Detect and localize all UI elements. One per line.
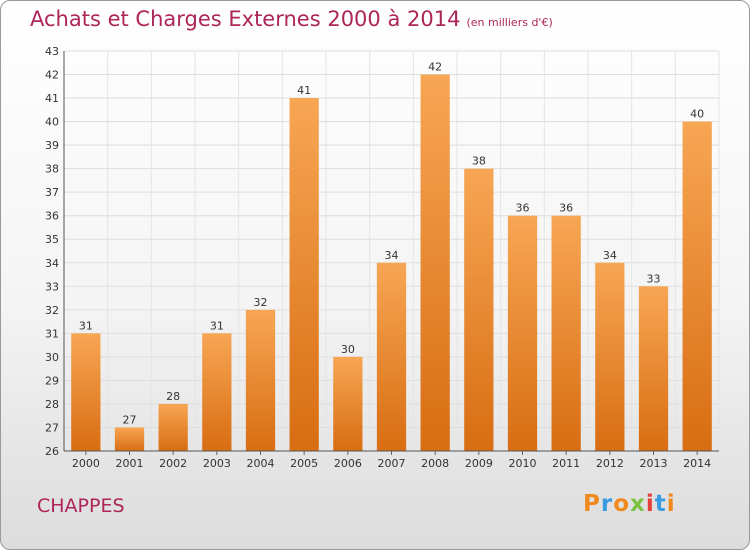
chart-title-text: Achats et Charges Externes 2000 à 2014 [30,7,461,31]
y-tick-label: 40 [45,116,59,129]
x-tick-label: 2010 [509,457,537,470]
axes: 26 27 28 29 30 31 32 33 34 35 36 37 38 39 40 41 42 43 2000… [45,45,719,470]
y-tick-label: 41 [45,92,59,105]
y-tick-label: 37 [45,186,59,199]
place-name: CHAPPES [37,495,125,517]
bar-2009 [464,168,494,451]
data-label: 27 [123,413,137,426]
logo-letter: i [666,491,676,517]
y-tick-label: 34 [45,257,59,270]
bar-2002 [158,403,188,451]
y-tick-label: 30 [45,351,59,364]
data-label: 33 [647,272,661,285]
bar-2003 [202,333,232,451]
y-tick-label: 36 [45,210,59,223]
y-tick-label: 32 [45,304,59,317]
data-label: 31 [79,319,93,332]
data-label: 28 [166,390,180,403]
x-tick-label: 2013 [640,457,668,470]
x-tick-label: 2004 [247,457,275,470]
chart-title: Achats et Charges Externes 2000 à 2014 (e… [30,7,553,31]
y-tick-label: 35 [45,233,59,246]
bar-2014 [682,121,712,452]
proxiti-logo[interactable]: Proxiti [583,491,676,517]
x-tick-label: 2012 [596,457,624,470]
y-tick-label: 33 [45,280,59,293]
y-tick-label: 29 [45,374,59,387]
bar-2005 [289,98,319,451]
x-tick-label: 2011 [552,457,580,470]
bar-2004 [245,309,276,451]
y-tick-label: 27 [45,421,59,434]
data-label: 34 [385,249,399,262]
bar-2001 [114,427,145,451]
y-tick-label: 28 [45,398,59,411]
chart-unit: (en milliers d'€) [466,16,553,29]
data-label: 32 [254,296,268,309]
logo-letter: o [613,491,631,517]
x-tick-label: 2009 [465,457,493,470]
y-tick-label: 42 [45,69,59,82]
logo-letter: x [630,491,646,517]
x-tick-label: 2000 [72,457,100,470]
logo-letter: t [654,491,667,517]
data-label: 36 [559,202,573,215]
y-tick-label: 26 [45,445,59,458]
bar-2000 [71,333,101,451]
y-tick-label: 43 [45,45,59,58]
logo-letter: r [600,491,614,517]
logo-letter: P [583,491,601,517]
x-tick-label: 2014 [683,457,711,470]
x-tick-label: 2008 [421,457,449,470]
data-label: 38 [472,155,486,168]
x-tick-label: 2001 [116,457,144,470]
bar-2011 [551,215,581,451]
y-tick-label: 31 [45,327,59,340]
bar-2013 [638,286,669,451]
bars: 31 27 28 31 32 41 30 34 42 38 36 36 34 33 40 [71,61,712,452]
data-label: 30 [341,343,355,356]
x-tick-label: 2005 [290,457,318,470]
bar-2012 [595,262,625,451]
y-tick-label: 39 [45,139,59,152]
x-tick-label: 2002 [159,457,187,470]
data-label: 36 [516,202,530,215]
data-label: 41 [297,84,311,97]
bar-2007 [376,262,407,451]
bar-2008 [420,74,450,451]
y-tick-label: 38 [45,163,59,176]
logo-letter: i [645,491,655,517]
x-tick-label: 2007 [378,457,406,470]
bar-2010 [507,215,538,451]
data-label: 34 [603,249,617,262]
x-tick-label: 2006 [334,457,362,470]
data-label: 40 [690,108,704,121]
bar-2006 [333,356,363,451]
data-label: 31 [210,319,224,332]
x-tick-label: 2003 [203,457,231,470]
data-label: 42 [428,61,442,74]
